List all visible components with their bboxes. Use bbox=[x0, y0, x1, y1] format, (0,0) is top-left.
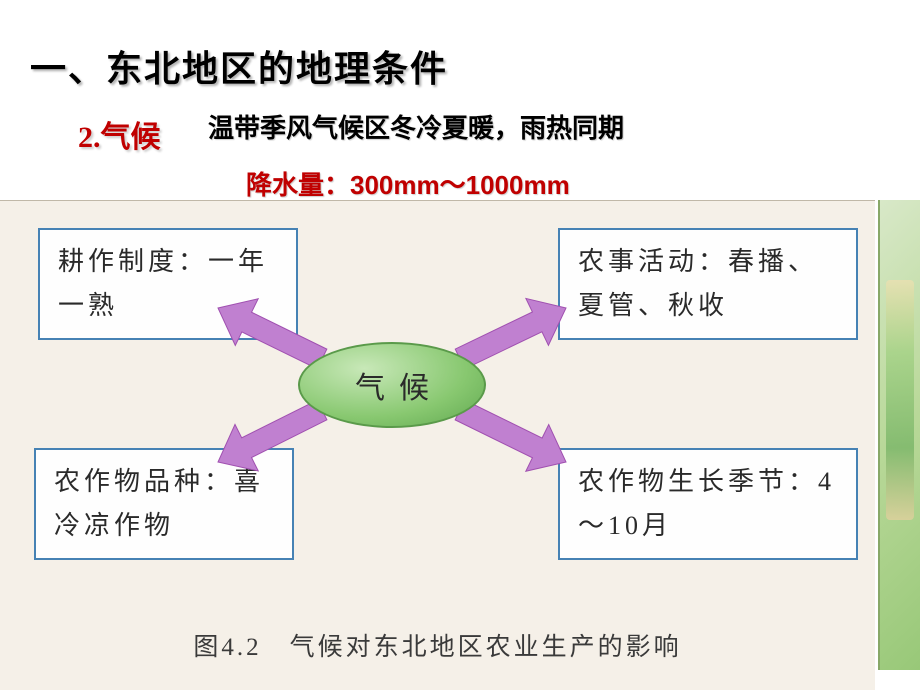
info-box-top-left: 耕作制度：一年一熟 bbox=[38, 228, 298, 340]
side-decoration bbox=[878, 200, 920, 670]
diagram-caption: 图4.2 气候对东北地区农业生产的影响 bbox=[0, 627, 875, 663]
section-label-climate: 2.气候 bbox=[78, 112, 161, 156]
climate-description-1: 温带季风气候区冬冷夏暖，雨热同期 bbox=[208, 108, 624, 145]
info-box-top-right: 农事活动：春播、夏管、秋收 bbox=[558, 228, 858, 340]
center-oval-climate: 气候 bbox=[298, 342, 486, 428]
info-box-bottom-left: 农作物品种：喜冷凉作物 bbox=[34, 448, 294, 560]
page-title: 一、东北地区的地理条件 bbox=[30, 40, 448, 92]
climate-description-2: 降水量：300mm～1000mm bbox=[246, 165, 570, 202]
side-decoration-mask bbox=[878, 670, 920, 690]
info-box-bottom-right: 农作物生长季节：4～10月 bbox=[558, 448, 858, 560]
